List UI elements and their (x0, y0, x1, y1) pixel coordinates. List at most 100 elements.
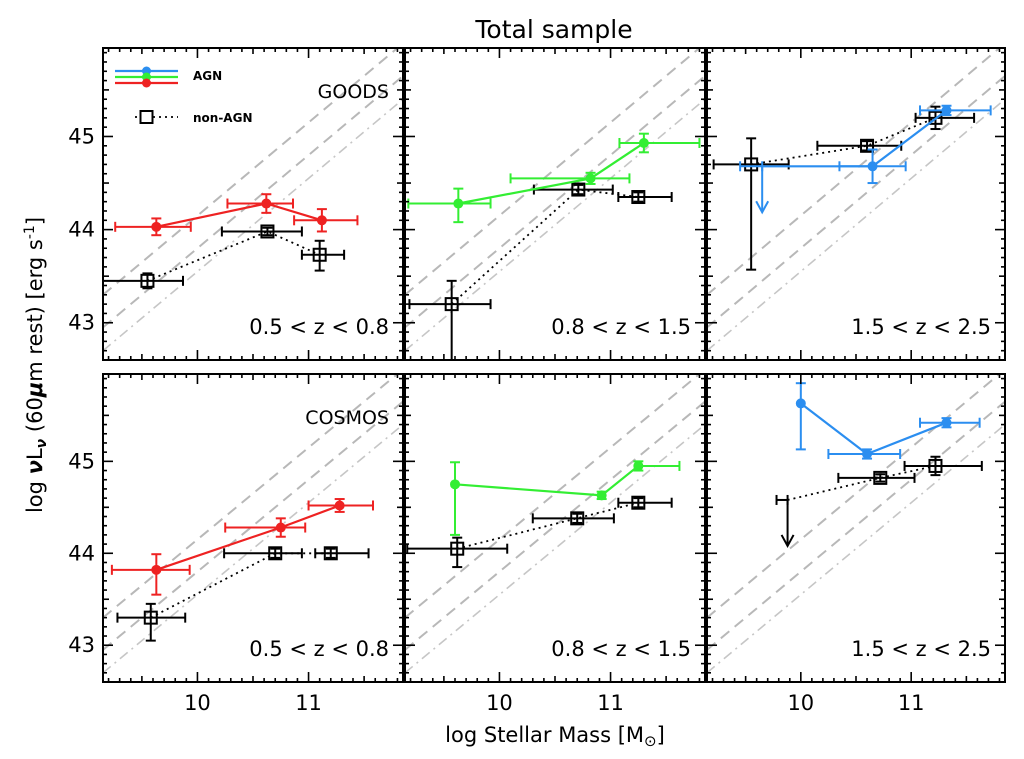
reference-line-panel-3-c (707, 98, 1005, 352)
field-label: COSMOS (305, 407, 389, 429)
non-agn-panel-4-point-3-marker (323, 546, 338, 561)
range-label: 0.5 < z < 0.8 (249, 315, 389, 339)
reference-line-panel-6-c (707, 423, 1005, 674)
non-agn-line-panel-2 (451, 188, 639, 305)
agn-panel-3-point-2-marker (867, 161, 878, 172)
panel-2: 0.8 < z < 1.5 (404, 47, 706, 361)
y-axis-title-open: (60 (23, 397, 47, 439)
non-agn-panel-1-point-2-marker (260, 224, 275, 239)
panel-4-plot-area (103, 374, 403, 674)
agn-panel-3-point-1-limit-arrow (755, 200, 770, 215)
non-agn-panel-3-point-3-marker (928, 110, 943, 125)
legend-non-agn-label: non-AGN (193, 111, 253, 125)
field-label: GOODS (318, 81, 389, 103)
y-axis-title-nu: ν (23, 460, 47, 474)
agn-panel-4-point-2-marker (275, 522, 286, 533)
y-axis-title-close: ] (23, 217, 47, 225)
x-tick-label-11: 11 (597, 691, 624, 715)
agn-panel-6-point-1-marker (795, 398, 806, 409)
reference-line-panel-4-b (103, 400, 403, 651)
non-agn-panel-2-point-2-marker (571, 182, 586, 197)
agn-panel-1-point-1-marker (151, 221, 162, 232)
agn-panel-2-point-1-marker (453, 198, 464, 209)
reference-line-panel-6-a (707, 374, 1002, 619)
agn-panel-5-point-3-marker (633, 460, 644, 471)
x-tick-label-10: 10 (486, 691, 513, 715)
non-agn-line-panel-1 (147, 230, 321, 282)
x-axis-title-close: ] (657, 723, 665, 747)
x-axis-title-main: log Stellar Mass [M (445, 723, 644, 747)
agn-line-panel-5 (454, 465, 639, 497)
panel-6-frame (706, 373, 1006, 683)
panel-2-plot-area (405, 48, 705, 360)
agn-panel-5-point-2-marker (596, 490, 607, 501)
x-axis-title-symbol: ⊙ (644, 732, 657, 750)
non-agn-panel-5-point-3-marker (631, 495, 646, 510)
y-axis-title-l: L (23, 448, 47, 460)
panel-5-frame (404, 373, 706, 683)
non-agn-panel-5-point-2-marker (570, 511, 585, 526)
agn-panel-4-point-3-marker (334, 500, 345, 511)
agn-line-panel-4 (155, 504, 341, 571)
x-tick-label-10: 10 (787, 691, 814, 715)
y-axis-title-rest: m rest) [erg s (23, 239, 47, 382)
agn-line-panel-6 (800, 402, 947, 456)
y-axis-title-mu: μ (23, 382, 47, 398)
range-label: 1.5 < z < 2.5 (851, 315, 991, 339)
agn-panel-1-point-2-marker (261, 198, 272, 209)
reference-line-panel-4-a (103, 374, 400, 619)
range-label: 0.8 < z < 1.5 (551, 315, 691, 339)
y-tick-label-43: 43 (68, 633, 95, 657)
y-tick-label-44: 44 (68, 541, 95, 565)
x-axis-title: log Stellar Mass [M⊙] (445, 723, 665, 750)
legend-agn-marker-3 (142, 78, 151, 88)
agn-panel-3-point-3-marker (941, 105, 952, 116)
reference-line-panel-4-c (103, 423, 403, 674)
y-axis-title-l-sub: ν (34, 438, 50, 448)
range-label: 1.5 < z < 2.5 (851, 637, 991, 661)
panel-5: 10 11 0.8 < z < 1.5 (404, 373, 706, 715)
panel-3-plot-area (707, 48, 1005, 352)
non-agn-panel-6-point-3-marker (928, 458, 943, 473)
legend-non-agn-marker (139, 110, 154, 124)
y-tick-label-43: 43 (68, 311, 95, 335)
agn-line-panel-1 (156, 202, 323, 228)
y-tick-label-45: 45 (68, 449, 95, 473)
agn-panel-6-point-2-marker (862, 448, 873, 459)
panel-1-plot-area (103, 48, 403, 352)
non-agn-panel-3-point-1-marker (744, 157, 759, 172)
agn-panel-5-point-1-marker (450, 479, 460, 490)
non-agn-line-panel-6 (787, 465, 936, 501)
panel-6: 10 11 1.5 < z < 2.5 (706, 373, 1006, 715)
reference-line-panel-1-b (103, 75, 403, 329)
non-agn-panel-5-point-1-marker (450, 541, 465, 556)
agn-panel-1-point-3-marker (316, 215, 327, 226)
reference-line-panel-6-b (707, 400, 1005, 651)
chart-panels: 43 44 45 0.5 < z < 0.8 GOODS AGN non-AGN 0.8 < … (68, 47, 1006, 715)
range-label: 0.5 < z < 0.8 (249, 637, 389, 661)
y-tick-label-44: 44 (68, 218, 95, 242)
reference-line-panel-5-a (405, 374, 702, 619)
range-label: 0.8 < z < 1.5 (551, 637, 691, 661)
y-axis-title-exp: -1 (22, 225, 38, 239)
y-axis-title: log νLν (60μm rest) [erg s-1] (22, 217, 50, 513)
non-agn-panel-3-point-2-marker (860, 138, 875, 153)
agn-panel-2-point-2-marker (585, 173, 596, 184)
non-agn-panel-2-point-3-marker (631, 190, 646, 205)
reference-line-panel-3-a (707, 48, 1002, 296)
non-agn-line-panel-3 (750, 117, 936, 166)
non-agn-line-panel-5 (456, 501, 639, 550)
non-agn-panel-1-point-3-marker (312, 247, 327, 262)
legend: AGN non-AGN (115, 66, 253, 125)
legend-agn-label: AGN (193, 69, 222, 83)
x-tick-label-10: 10 (184, 691, 211, 715)
panel-3: 1.5 < z < 2.5 (706, 47, 1006, 361)
panel-5-plot-area (405, 374, 705, 674)
y-tick-label-45: 45 (68, 124, 95, 148)
reference-line-panel-2-c (405, 98, 705, 352)
non-agn-panel-4-point-1-marker (143, 610, 158, 625)
non-agn-panel-2-point-1-marker (444, 297, 459, 312)
non-agn-panel-4-point-2-marker (268, 546, 283, 561)
agn-panel-4-point-1-marker (151, 564, 162, 575)
